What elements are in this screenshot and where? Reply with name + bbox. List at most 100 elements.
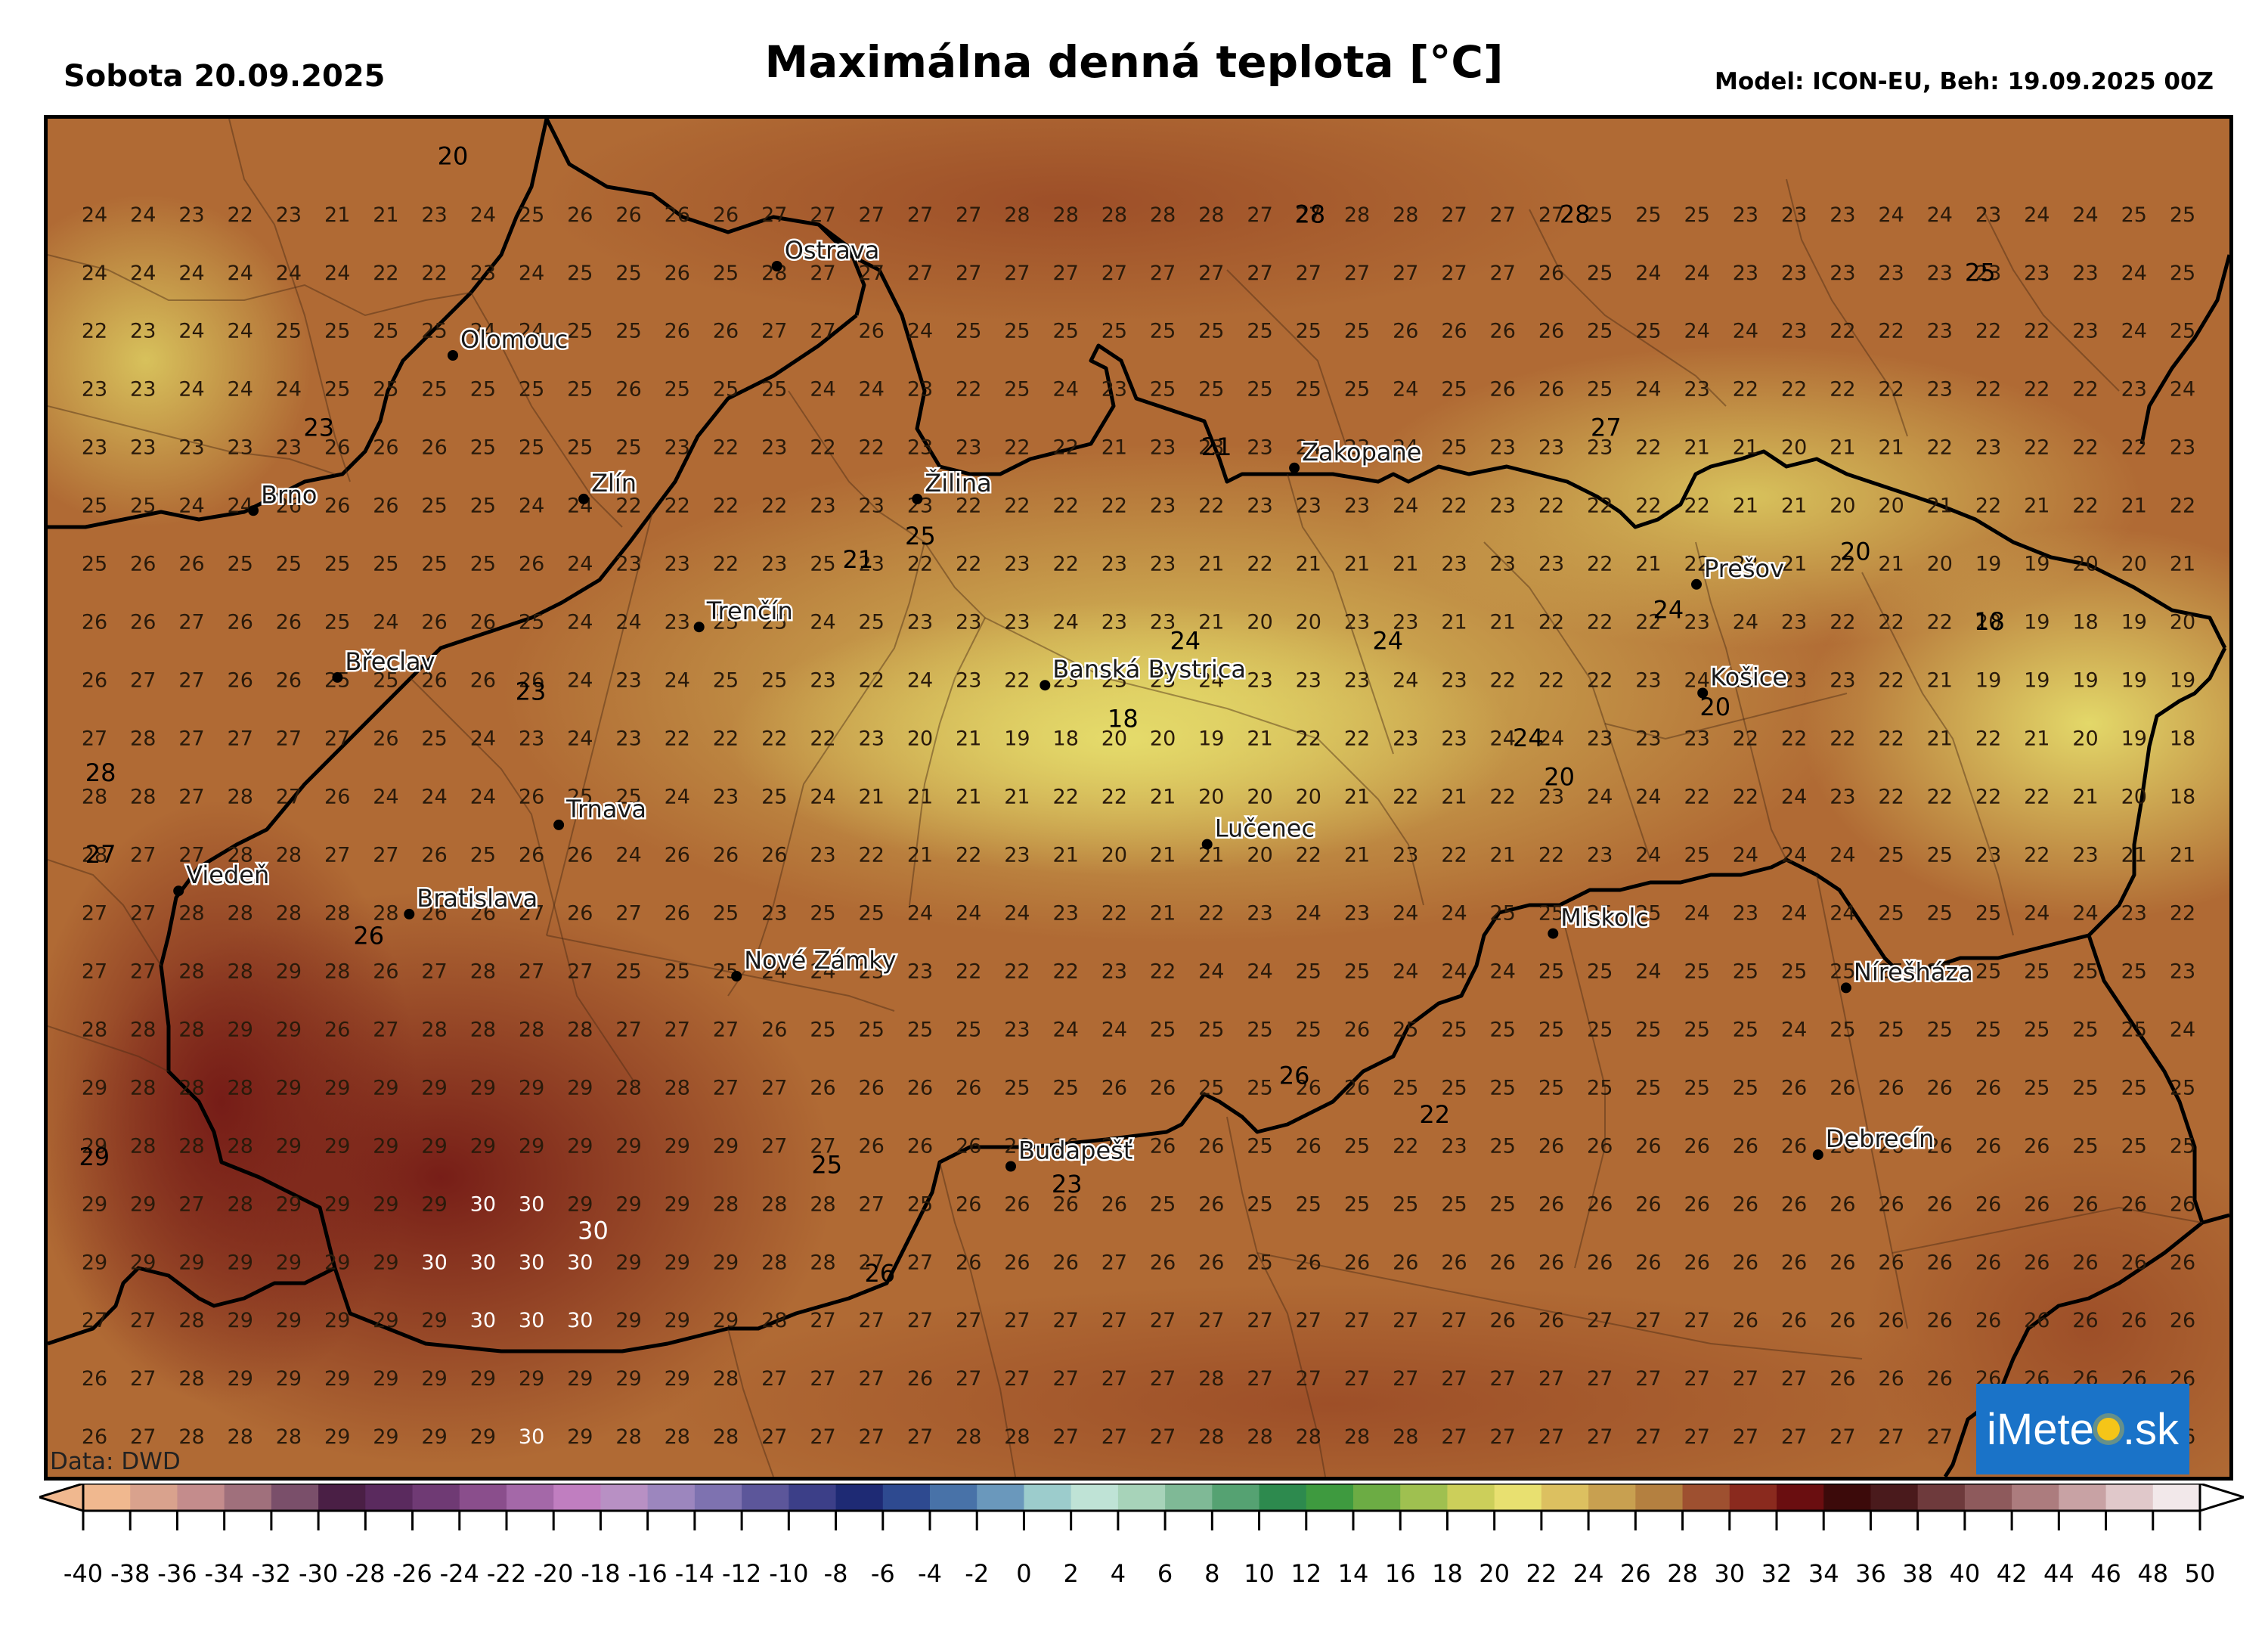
grid-value: 24	[1587, 786, 1613, 809]
grid-value: 26	[1053, 1251, 1079, 1274]
isotherm-label: 20	[1544, 762, 1575, 791]
grid-value: 26	[82, 669, 107, 693]
colorbar-label: 24	[1572, 1559, 1604, 1588]
grid-value: 25	[2024, 1076, 2050, 1099]
grid-value: 23	[615, 727, 641, 751]
grid-value: 24	[1781, 901, 1807, 925]
grid-value: 26	[1830, 1367, 1855, 1391]
grid-value: 24	[1393, 901, 1418, 925]
grid-value: 22	[1004, 669, 1030, 693]
grid-value: 29	[421, 1309, 447, 1332]
grid-value: 25	[421, 727, 447, 751]
grid-value: 24	[1684, 262, 1710, 285]
grid-value: 23	[1296, 495, 1321, 518]
grid-value: 23	[956, 611, 981, 634]
city-label: Budapešť	[1018, 1136, 1132, 1165]
grid-value: 21	[1781, 495, 1807, 518]
isotherm-label: 30	[578, 1217, 609, 1245]
grid-value: 28	[276, 844, 302, 867]
imeteo-logo[interactable]: iMete .sk	[1976, 1384, 2189, 1474]
grid-value: 23	[1781, 262, 1807, 285]
grid-value: 18	[1053, 727, 1079, 751]
grid-value: 23	[1490, 495, 1516, 518]
grid-value: 26	[324, 786, 350, 809]
grid-value: 26	[1830, 1134, 1855, 1158]
grid-value: 25	[1781, 960, 1807, 983]
grid-value: 25	[1247, 1134, 1272, 1158]
grid-value: 25	[1441, 378, 1467, 402]
grid-value: 24	[2170, 1018, 2195, 1041]
grid-value: 24	[1101, 1018, 1127, 1041]
city-label: Zlín	[591, 469, 637, 498]
temperature-map[interactable]: 24 24 23 22 23 21 21 23 24 25 26 26 26 26 27 27 27 27 27 28…	[44, 115, 2233, 1481]
colorbar-segment	[1400, 1484, 1448, 1511]
grid-value: 25	[519, 378, 544, 402]
grid-value: 29	[567, 1425, 593, 1449]
grid-value: 23	[1344, 436, 1370, 460]
grid-value: 25	[1635, 1076, 1661, 1099]
grid-value: 24	[130, 262, 156, 285]
grid-value: 27	[130, 1425, 156, 1449]
grid-value: 26	[1441, 320, 1467, 343]
grid-value: 29	[276, 1367, 302, 1391]
grid-value: 28	[130, 1076, 156, 1099]
isotherm-label: 23	[516, 678, 547, 706]
colorbar-label: 46	[2090, 1559, 2121, 1588]
grid-value: 27	[1878, 1425, 1904, 1449]
grid-value: 24	[178, 320, 204, 343]
grid-value: 29	[421, 1134, 447, 1158]
grid-value: 24	[1441, 901, 1467, 925]
grid-value: 25	[1441, 1018, 1467, 1041]
grid-value: 27	[713, 1076, 739, 1099]
colorbar-segment	[1964, 1484, 2012, 1511]
grid-value: 25	[1150, 378, 1176, 402]
grid-value: 25	[810, 1018, 835, 1041]
grid-value: 28	[228, 786, 253, 809]
grid-value: 20	[2072, 727, 2098, 751]
grid-value: 23	[1733, 669, 1758, 693]
grid-value: 27	[761, 1425, 787, 1449]
grid-value: 26	[2072, 1251, 2098, 1274]
grid-value: 26	[82, 611, 107, 634]
grid-value: 22	[1004, 495, 1030, 518]
isotherm-label: 24	[1653, 596, 1684, 625]
colorbar-label: 38	[1902, 1559, 1934, 1588]
city-dot	[1812, 1149, 1823, 1161]
grid-value: 22	[810, 436, 835, 460]
grid-value: 18	[2072, 611, 2098, 634]
grid-value: 25	[1830, 1018, 1855, 1041]
grid-value: 23	[421, 203, 447, 227]
grid-value: 28	[1198, 203, 1224, 227]
grid-value: 22	[761, 727, 787, 751]
grid-value: 26	[324, 495, 350, 518]
grid-value: 26	[956, 1076, 981, 1099]
colorbar-segment	[1682, 1484, 1730, 1511]
grid-value: 19	[2024, 669, 2050, 693]
grid-value: 29	[421, 1367, 447, 1391]
colorbar-segment	[1823, 1484, 1872, 1511]
colorbar-segment	[1494, 1484, 1542, 1511]
grid-value: 23	[1733, 901, 1758, 925]
grid-value: 27	[1635, 1425, 1661, 1449]
grid-value: 24	[615, 844, 641, 867]
grid-value: 26	[1004, 1192, 1030, 1216]
grid-value: 23	[1635, 669, 1661, 693]
grid-value: 26	[1878, 1251, 1904, 1274]
grid-value: 26	[567, 901, 593, 925]
grid-value: 25	[1538, 960, 1564, 983]
grid-value: 25	[1344, 1134, 1370, 1158]
grid-value: 20	[907, 727, 933, 751]
grid-value: 25	[1393, 1076, 1418, 1099]
grid-value: 24	[1490, 960, 1516, 983]
grid-value: 26	[1490, 1251, 1516, 1274]
grid-value: 21	[1635, 553, 1661, 576]
grid-value: 25	[1247, 1018, 1272, 1041]
grid-value: 25	[1004, 320, 1030, 343]
grid-value: 26	[1927, 1309, 1953, 1332]
grid-value: 27	[276, 786, 302, 809]
grid-value: 28	[810, 1251, 835, 1274]
grid-value: 27	[1587, 1425, 1613, 1449]
city-dot	[404, 908, 415, 919]
grid-value: 27	[1296, 1367, 1321, 1391]
grid-value: 23	[130, 320, 156, 343]
